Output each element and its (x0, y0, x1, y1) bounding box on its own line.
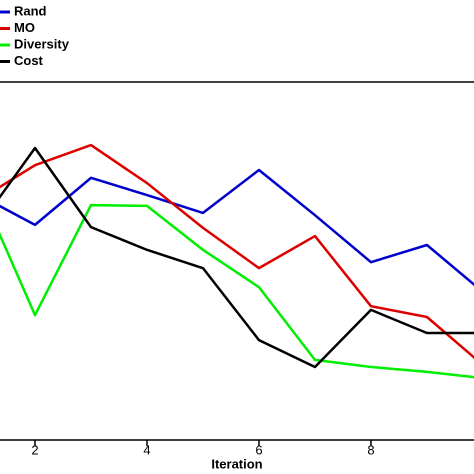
x-tick-label: 6 (255, 442, 262, 457)
x-tick-label: 8 (367, 442, 374, 457)
series-line (0, 146, 474, 369)
legend-label: Cost (14, 53, 44, 68)
series-line (0, 203, 474, 379)
legend-label: Diversity (14, 36, 70, 51)
series-line (0, 168, 474, 287)
legend-label: Rand (14, 3, 47, 18)
x-tick-label: 2 (31, 442, 38, 457)
legend-label: MO (14, 20, 35, 35)
x-tick-label: 4 (143, 442, 150, 457)
series-line (0, 143, 474, 360)
plot-area (0, 143, 474, 379)
x-axis-label: Iteration (211, 456, 262, 471)
